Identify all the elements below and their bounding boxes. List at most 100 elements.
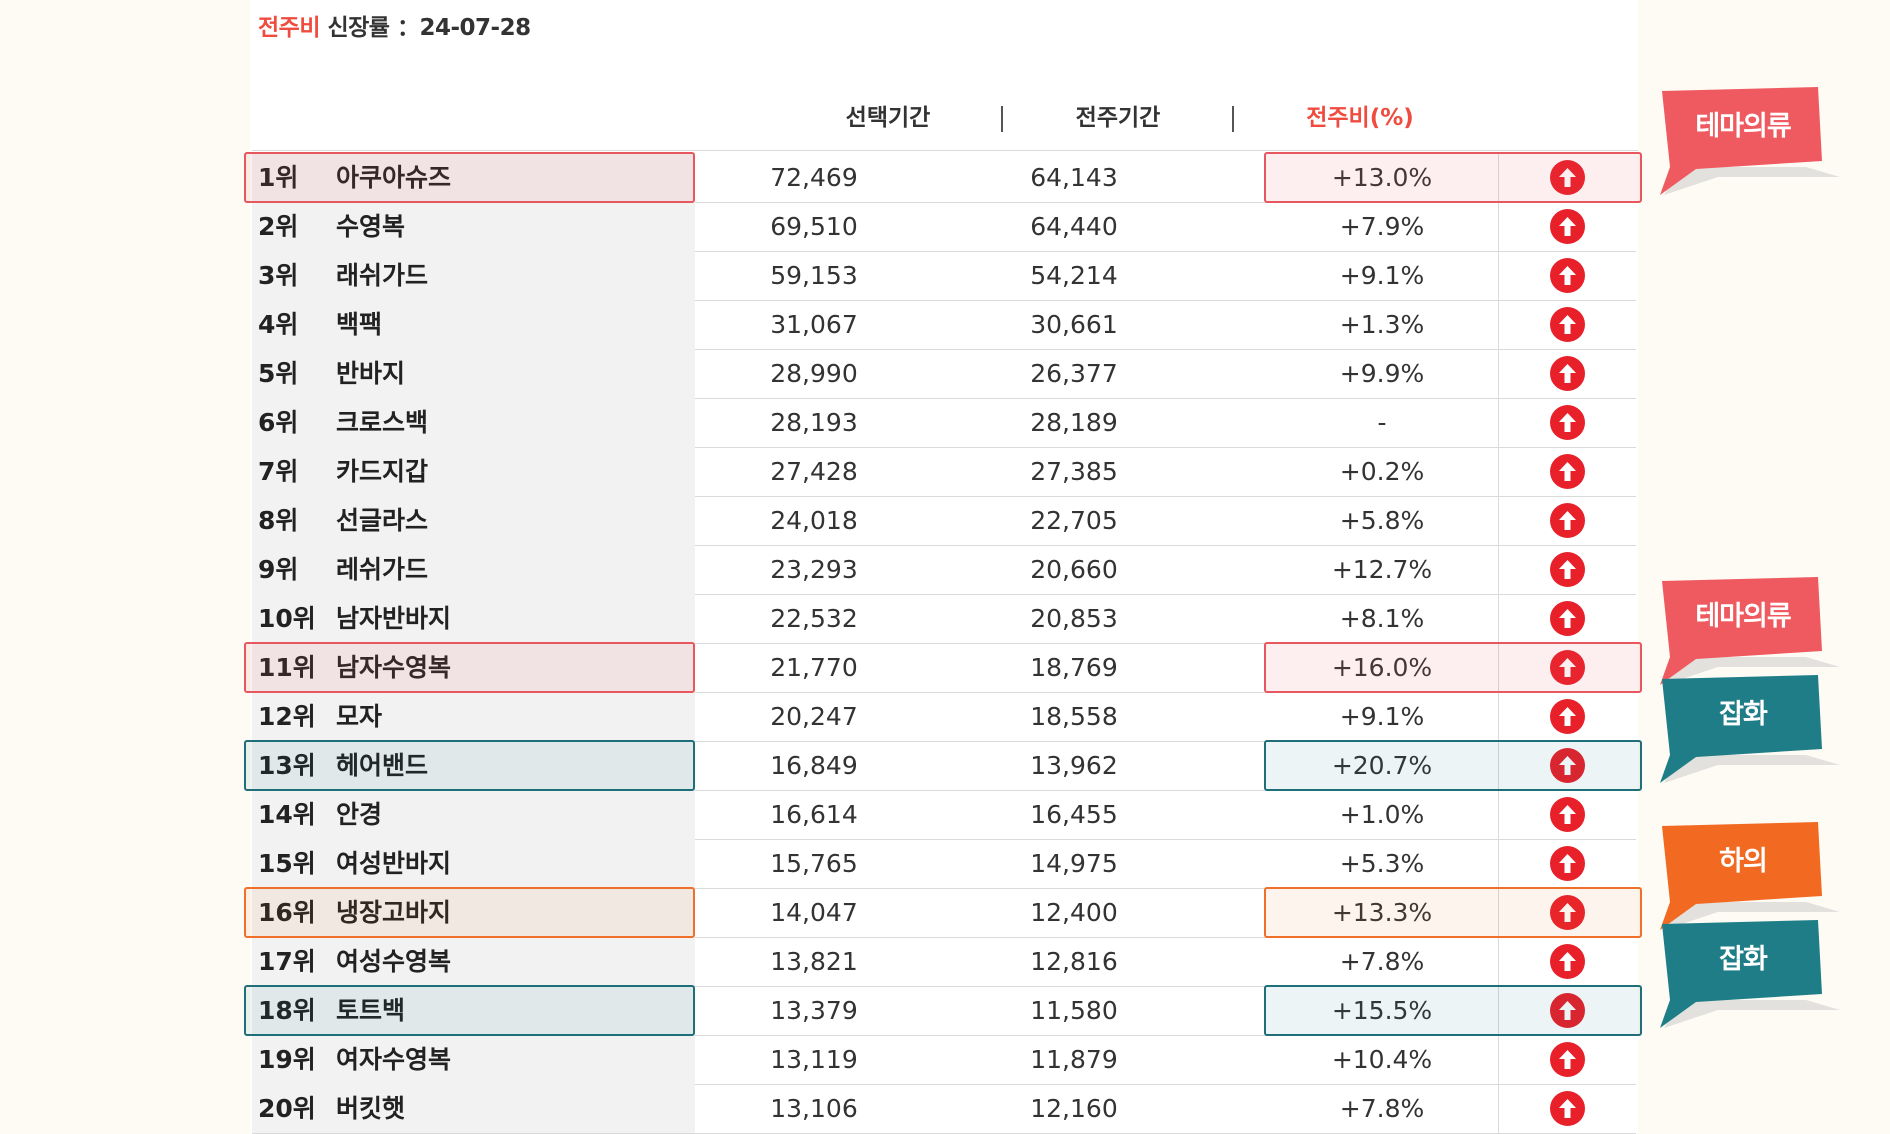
current-value: 14,047	[770, 898, 858, 927]
highlight-box-keyword	[244, 642, 695, 693]
arrow-up-circle-icon	[1550, 797, 1585, 832]
category-tag: 테마의류	[1658, 577, 1840, 697]
arrow-up-circle-icon	[1550, 307, 1585, 342]
table-row[interactable]: 3위 래쉬가드 59,153 54,214 +9.1%	[252, 251, 1636, 301]
cell-divider	[1498, 888, 1499, 937]
row-label-cell	[252, 888, 695, 937]
cell-divider	[1498, 1035, 1499, 1084]
rank-label: 15위	[258, 849, 316, 878]
category-tag-label: 하의	[1719, 846, 1768, 877]
rank-label: 9위	[258, 555, 299, 584]
previous-value: 12,816	[1030, 947, 1118, 976]
highlight-box-change	[1264, 740, 1642, 791]
arrow-up-circle-icon	[1550, 160, 1585, 195]
previous-value: 64,440	[1030, 212, 1118, 241]
rank-label: 18위	[258, 996, 316, 1025]
category-tag-label: 잡화	[1719, 699, 1768, 730]
change-value: +0.2%	[1339, 457, 1425, 486]
arrow-up-circle-icon	[1550, 405, 1585, 440]
table-row[interactable]: 11위 남자수영복 21,770 18,769 +16.0%	[252, 643, 1636, 693]
keyword-name: 남자반바지	[336, 604, 452, 633]
change-value: +13.0%	[1331, 163, 1433, 192]
table-row[interactable]: 18위 토트백 13,379 11,580 +15.5%	[252, 986, 1636, 1036]
rank-label: 16위	[258, 898, 316, 927]
table-row[interactable]: 19위 여자수영복 13,119 11,879 +10.4%	[252, 1035, 1636, 1085]
cell-divider	[1498, 790, 1499, 839]
rank-label: 10위	[258, 604, 316, 633]
arrow-up-circle-icon	[1550, 650, 1585, 685]
table-row[interactable]: 12위 모자 20,247 18,558 +9.1%	[252, 692, 1636, 742]
table-row[interactable]: 20위 버킷햇 13,106 12,160 +7.8%	[252, 1084, 1636, 1134]
table-row[interactable]: 9위 레쉬가드 23,293 20,660 +12.7%	[252, 545, 1636, 595]
previous-value: 28,189	[1030, 408, 1118, 437]
table-row[interactable]: 5위 반바지 28,990 26,377 +9.9%	[252, 349, 1636, 399]
change-value: -	[1377, 408, 1387, 437]
current-value: 31,067	[770, 310, 858, 339]
cell-divider	[1498, 986, 1499, 1035]
keyword-name: 아쿠아슈즈	[336, 163, 452, 192]
cell-divider	[1498, 741, 1499, 790]
current-value: 28,193	[770, 408, 858, 437]
previous-value: 13,962	[1030, 751, 1118, 780]
arrow-up-circle-icon	[1550, 993, 1585, 1028]
current-value: 13,106	[770, 1094, 858, 1123]
rank-label: 14위	[258, 800, 316, 829]
keyword-name: 백팩	[336, 310, 383, 339]
table-row[interactable]: 1위 아쿠아슈즈 72,469 64,143 +13.0%	[252, 153, 1636, 203]
rank-label: 3위	[258, 261, 299, 290]
keyword-name: 반바지	[336, 359, 406, 388]
arrow-up-circle-icon	[1550, 454, 1585, 489]
keyword-name: 토트백	[336, 996, 406, 1025]
change-value: +10.4%	[1331, 1045, 1433, 1074]
table-row[interactable]: 15위 여성반바지 15,765 14,975 +5.3%	[252, 839, 1636, 889]
table-row[interactable]: 14위 안경 16,614 16,455 +1.0%	[252, 790, 1636, 840]
table-row[interactable]: 2위 수영복 69,510 64,440 +7.9%	[252, 202, 1636, 252]
table-row[interactable]: 7위 카드지갑 27,428 27,385 +0.2%	[252, 447, 1636, 497]
arrow-up-circle-icon	[1550, 503, 1585, 538]
change-value: +5.3%	[1339, 849, 1425, 878]
arrow-up-circle-icon	[1550, 356, 1585, 391]
table-row[interactable]: 17위 여성수영복 13,821 12,816 +7.8%	[252, 937, 1636, 987]
arrow-up-circle-icon	[1550, 601, 1585, 636]
current-value: 24,018	[770, 506, 858, 535]
table-row[interactable]: 4위 백팩 31,067 30,661 +1.3%	[252, 300, 1636, 350]
arrow-up-circle-icon	[1550, 209, 1585, 244]
cell-divider	[1498, 202, 1499, 251]
change-value: +7.8%	[1339, 1094, 1425, 1123]
arrow-up-circle-icon	[1550, 944, 1585, 979]
change-value: +1.0%	[1339, 800, 1425, 829]
highlight-box-change	[1264, 985, 1642, 1036]
change-value: +7.9%	[1339, 212, 1425, 241]
table-row[interactable]: 13위 헤어밴드 16,849 13,962 +20.7%	[252, 741, 1636, 791]
row-label-cell	[252, 986, 695, 1035]
highlight-box-keyword	[244, 985, 695, 1036]
keyword-name: 카드지갑	[336, 457, 429, 486]
keyword-name: 레쉬가드	[336, 555, 429, 584]
arrow-up-circle-icon	[1550, 895, 1585, 930]
column-header-change: 전주비(%)	[1306, 105, 1414, 131]
change-value: +1.3%	[1339, 310, 1425, 339]
current-value: 27,428	[770, 457, 858, 486]
table-row[interactable]: 6위 크로스백 28,193 28,189 -	[252, 398, 1636, 448]
change-value: +20.7%	[1331, 751, 1433, 780]
change-value: +13.3%	[1331, 898, 1433, 927]
cell-divider	[1498, 447, 1499, 496]
change-value: +15.5%	[1331, 996, 1433, 1025]
previous-value: 22,705	[1030, 506, 1118, 535]
keyword-name: 크로스백	[336, 408, 429, 437]
current-value: 21,770	[770, 653, 858, 682]
row-label-cell	[252, 643, 695, 692]
table-row[interactable]: 10위 남자반바지 22,532 20,853 +8.1%	[252, 594, 1636, 644]
cell-divider	[1498, 839, 1499, 888]
row-label-cell	[252, 153, 695, 202]
category-tag-label: 잡화	[1719, 944, 1768, 975]
table-row[interactable]: 8위 선글라스 24,018 22,705 +5.8%	[252, 496, 1636, 546]
row-label-cell	[252, 1084, 695, 1133]
rank-label: 8위	[258, 506, 299, 535]
cell-divider	[1498, 496, 1499, 545]
column-separator	[1001, 106, 1003, 132]
rank-label: 6위	[258, 408, 299, 437]
rank-label: 19위	[258, 1045, 316, 1074]
previous-value: 64,143	[1030, 163, 1118, 192]
table-row[interactable]: 16위 냉장고바지 14,047 12,400 +13.3%	[252, 888, 1636, 938]
